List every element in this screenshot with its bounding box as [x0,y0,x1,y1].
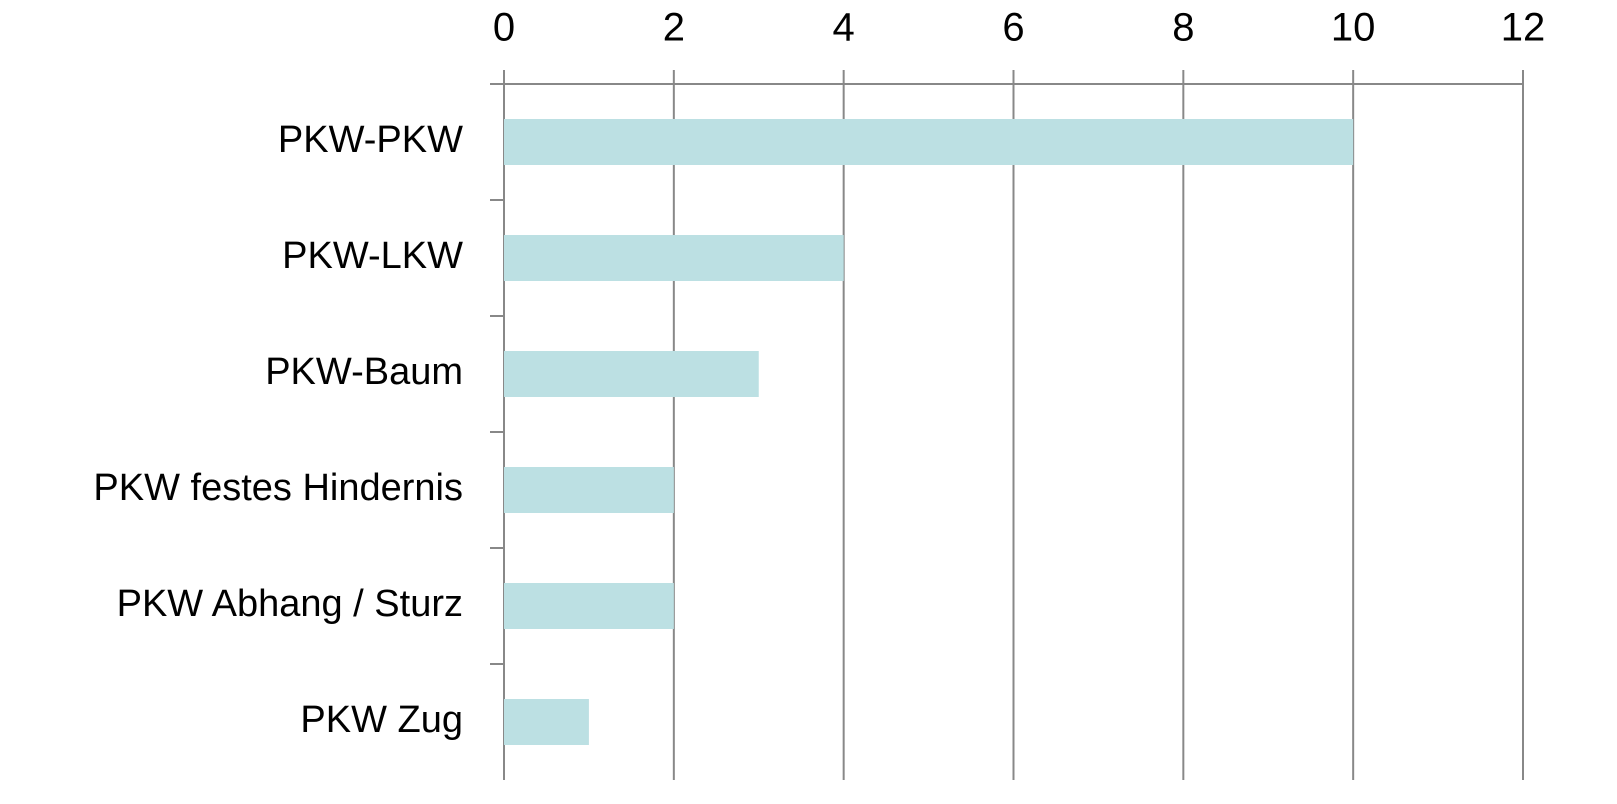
x-tick-label: 8 [1172,6,1194,50]
x-tick-label: 6 [1002,6,1024,50]
x-tick-label: 4 [833,6,855,50]
x-tick-label: 2 [663,6,685,50]
y-tick-label: PKW Zug [300,699,463,741]
y-tick-label: PKW Abhang / Sturz [117,583,463,625]
y-tick-label: PKW-PKW [278,119,463,161]
bar [504,235,844,281]
x-tick-label: 10 [1331,6,1376,50]
bar [504,351,759,397]
bar [504,583,674,629]
x-tick-label: 0 [493,6,515,50]
y-tick-label: PKW festes Hindernis [93,467,463,509]
y-tick-label: PKW-Baum [265,351,463,393]
x-tick-label: 12 [1501,6,1546,50]
bar [504,699,589,745]
y-tick-label: PKW-LKW [282,235,463,277]
bar [504,467,674,513]
bar [504,119,1354,165]
